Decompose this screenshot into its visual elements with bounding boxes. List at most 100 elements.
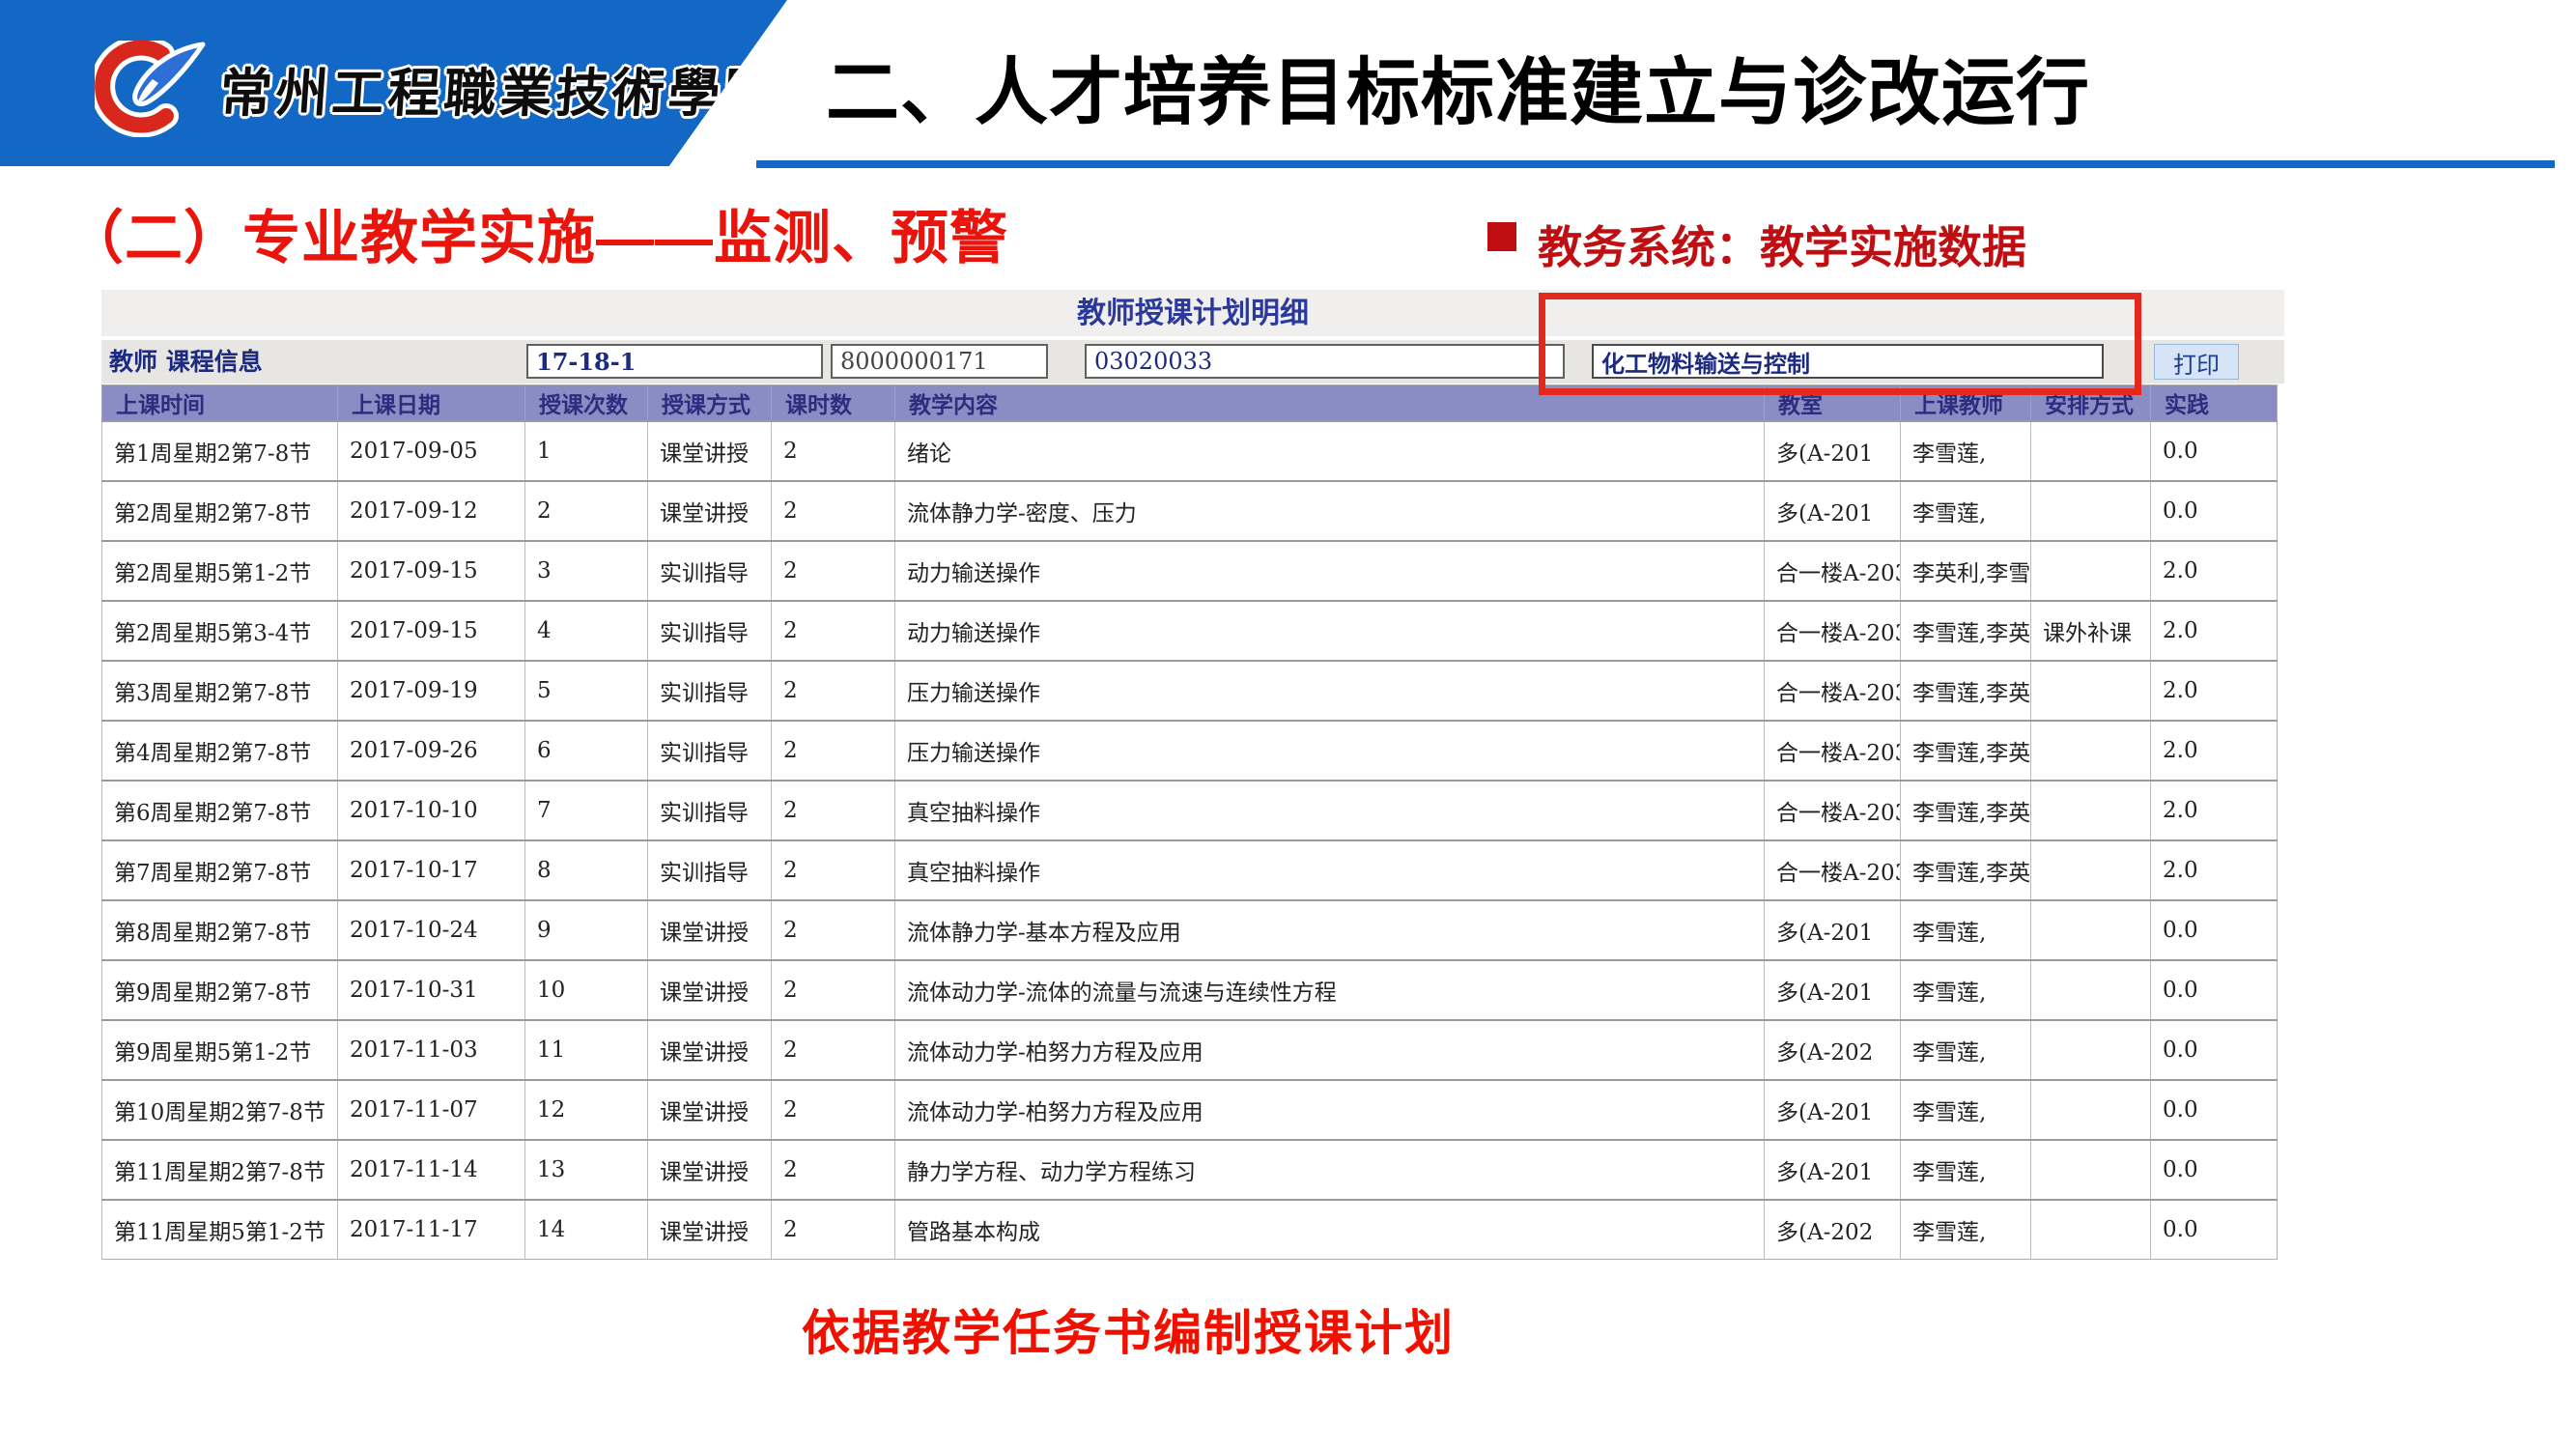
cell-practice: 2.0 — [2150, 540, 2278, 601]
cell-teacher: 李雪莲, — [1900, 420, 2031, 481]
cell-teacher: 李雪莲, — [1900, 1079, 2031, 1140]
header-divider — [756, 160, 2555, 168]
cell-date: 2017-09-19 — [337, 660, 525, 721]
print-button[interactable]: 打印 — [2154, 344, 2239, 380]
cell-count: 8 — [524, 839, 648, 900]
cell-time: 第10周星期2第7-8节 — [101, 1079, 338, 1140]
cell-arrange — [2030, 1019, 2151, 1080]
cell-hours: 2 — [771, 540, 895, 601]
header-date: 上课日期 — [337, 384, 525, 421]
cell-content: 真空抽料操作 — [894, 780, 1765, 840]
header-practice: 实践 — [2150, 384, 2278, 421]
cell-count: 3 — [524, 540, 648, 601]
cell-date: 2017-09-15 — [337, 540, 525, 601]
cell-hours: 2 — [771, 899, 895, 960]
cell-hours: 2 — [771, 600, 895, 661]
cell-date: 2017-11-14 — [337, 1139, 525, 1200]
highlight-box — [1539, 293, 2141, 395]
cell-method: 课堂讲授 — [647, 480, 772, 541]
table-row: 第11周星期5第1-2节 2017-11-17 14 课堂讲授 2 管路基本构成 多(A-2… — [101, 1199, 2278, 1260]
cell-teacher: 李雪莲,李英利, — [1900, 720, 2031, 781]
cell-content: 流体动力学-柏努力方程及应用 — [894, 1019, 1765, 1080]
cell-arrange — [2030, 420, 2151, 481]
cell-date: 2017-11-17 — [337, 1199, 525, 1260]
cell-practice: 0.0 — [2150, 480, 2278, 541]
cell-date: 2017-10-24 — [337, 899, 525, 960]
cell-hours: 2 — [771, 480, 895, 541]
table-row: 第2周星期2第7-8节 2017-09-12 2 课堂讲授 2 流体静力学-密度、压力 多(… — [101, 480, 2278, 541]
cell-teacher: 李雪莲,李英利, — [1900, 600, 2031, 661]
cell-time: 第8周星期2第7-8节 — [101, 899, 338, 960]
cell-teacher: 李雪莲,李英利, — [1900, 839, 2031, 900]
table-row: 第2周星期5第3-4节 2017-09-15 4 实训指导 2 动力输送操作 合一楼A-20… — [101, 600, 2278, 661]
cell-arrange: 课外补课 — [2030, 600, 2151, 661]
panel-title: 教师授课计划明细 — [1077, 297, 1309, 330]
cell-time: 第2周星期5第3-4节 — [101, 600, 338, 661]
cell-practice: 2.0 — [2150, 720, 2278, 781]
table-row: 第3周星期2第7-8节 2017-09-19 5 实训指导 2 压力输送操作 合一楼A-20… — [101, 660, 2278, 721]
cell-room: 合一楼A-203, — [1764, 839, 1901, 900]
bullet-text: 教务系统：教学实施数据 — [1538, 222, 2026, 272]
cell-content: 真空抽料操作 — [894, 839, 1765, 900]
school-logo-icon — [95, 41, 206, 137]
cell-practice: 0.0 — [2150, 1019, 2278, 1080]
lesson-plan-table: 上课时间 上课日期 授课次数 授课方式 课时数 教学内容 教室 上课教师 安排方… — [101, 384, 2278, 1260]
cell-practice: 2.0 — [2150, 780, 2278, 840]
course-name-input[interactable] — [1592, 344, 2104, 379]
cell-teacher: 李雪莲,李英利, — [1900, 780, 2031, 840]
cell-content: 动力输送操作 — [894, 600, 1765, 661]
cell-hours: 2 — [771, 780, 895, 840]
cell-teacher: 李雪莲, — [1900, 480, 2031, 541]
cell-count: 10 — [524, 959, 648, 1020]
cell-arrange — [2030, 720, 2151, 781]
cell-count: 11 — [524, 1019, 648, 1080]
cell-date: 2017-10-31 — [337, 959, 525, 1020]
cell-arrange — [2030, 899, 2151, 960]
cell-method: 课堂讲授 — [647, 1199, 772, 1260]
bullet-line: 教务系统：教学实施数据 — [1487, 213, 2026, 276]
teacher-id-input[interactable] — [831, 344, 1048, 379]
cell-time: 第9周星期2第7-8节 — [101, 959, 338, 1020]
cell-time: 第11周星期5第1-2节 — [101, 1199, 338, 1260]
term-input[interactable] — [526, 344, 823, 379]
cell-content: 压力输送操作 — [894, 660, 1765, 721]
form-label: 教师 课程信息 — [109, 348, 263, 376]
page-title: 二、人才培养目标标准建立与诊改运行 — [826, 52, 2090, 134]
cell-room: 多(A-201 — [1764, 959, 1901, 1020]
cell-time: 第6周星期2第7-8节 — [101, 780, 338, 840]
cell-method: 课堂讲授 — [647, 1079, 772, 1140]
cell-room: 合一楼A-203, — [1764, 660, 1901, 721]
header-count: 授课次数 — [524, 384, 648, 421]
cell-arrange — [2030, 660, 2151, 721]
cell-practice: 2.0 — [2150, 600, 2278, 661]
cell-hours: 2 — [771, 1019, 895, 1080]
cell-time: 第1周星期2第7-8节 — [101, 420, 338, 481]
cell-method: 实训指导 — [647, 660, 772, 721]
cell-content: 流体动力学-柏努力方程及应用 — [894, 1079, 1765, 1140]
bullet-square-icon — [1487, 222, 1516, 251]
cell-hours: 2 — [771, 959, 895, 1020]
cell-arrange — [2030, 1199, 2151, 1260]
course-code-input[interactable] — [1085, 344, 1565, 379]
cell-count: 2 — [524, 480, 648, 541]
cell-date: 2017-09-15 — [337, 600, 525, 661]
table-row: 第11周星期2第7-8节 2017-11-14 13 课堂讲授 2 静力学方程、动力学方程… — [101, 1139, 2278, 1200]
cell-hours: 2 — [771, 1139, 895, 1200]
cell-room: 多(A-202 — [1764, 1199, 1901, 1260]
cell-arrange — [2030, 780, 2151, 840]
cell-room: 多(A-201 — [1764, 899, 1901, 960]
cell-time: 第7周星期2第7-8节 — [101, 839, 338, 900]
cell-room: 多(A-201 — [1764, 1139, 1901, 1200]
cell-method: 课堂讲授 — [647, 420, 772, 481]
cell-room: 合一楼A-203, — [1764, 720, 1901, 781]
header-method: 授课方式 — [647, 384, 772, 421]
table-row: 第9周星期2第7-8节 2017-10-31 10 课堂讲授 2 流体动力学-流体的流量与… — [101, 959, 2278, 1020]
cell-time: 第9周星期5第1-2节 — [101, 1019, 338, 1080]
cell-content: 管路基本构成 — [894, 1199, 1765, 1260]
cell-method: 实训指导 — [647, 780, 772, 840]
cell-count: 9 — [524, 899, 648, 960]
cell-practice: 2.0 — [2150, 839, 2278, 900]
table-row: 第1周星期2第7-8节 2017-09-05 1 课堂讲授 2 绪论 多(A-201 李雪莲,… — [101, 420, 2278, 481]
cell-room: 多(A-202 — [1764, 1019, 1901, 1080]
cell-method: 课堂讲授 — [647, 899, 772, 960]
